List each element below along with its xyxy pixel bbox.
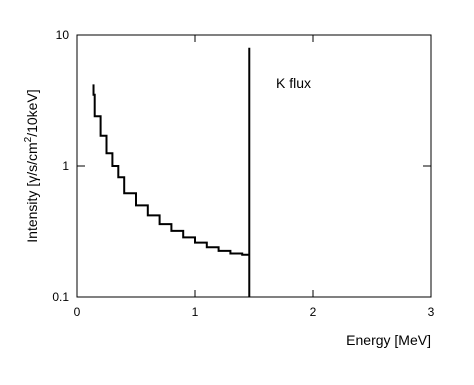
annotation: K flux bbox=[276, 75, 311, 91]
x-tick-label: 2 bbox=[310, 305, 317, 319]
y-label-sup: 2 bbox=[23, 136, 34, 142]
y-tick-label: 0.1 bbox=[52, 290, 69, 304]
x-axis-label: Energy [MeV] bbox=[346, 332, 431, 348]
x-tick-label: 3 bbox=[428, 305, 435, 319]
y-tick-label: 10 bbox=[56, 28, 70, 42]
y-label-part: Intensity [γ/s/cm bbox=[24, 142, 40, 242]
line bbox=[92, 84, 250, 256]
plot-frame bbox=[76, 34, 432, 298]
x-tick-label: 1 bbox=[192, 305, 199, 319]
y-tick-label: 1 bbox=[62, 159, 69, 173]
y-label-part: /10keV] bbox=[24, 89, 40, 136]
x-tick-label: 0 bbox=[74, 305, 81, 319]
y-axis-label: Intensity [γ/s/cm2/10keV] bbox=[23, 89, 40, 242]
